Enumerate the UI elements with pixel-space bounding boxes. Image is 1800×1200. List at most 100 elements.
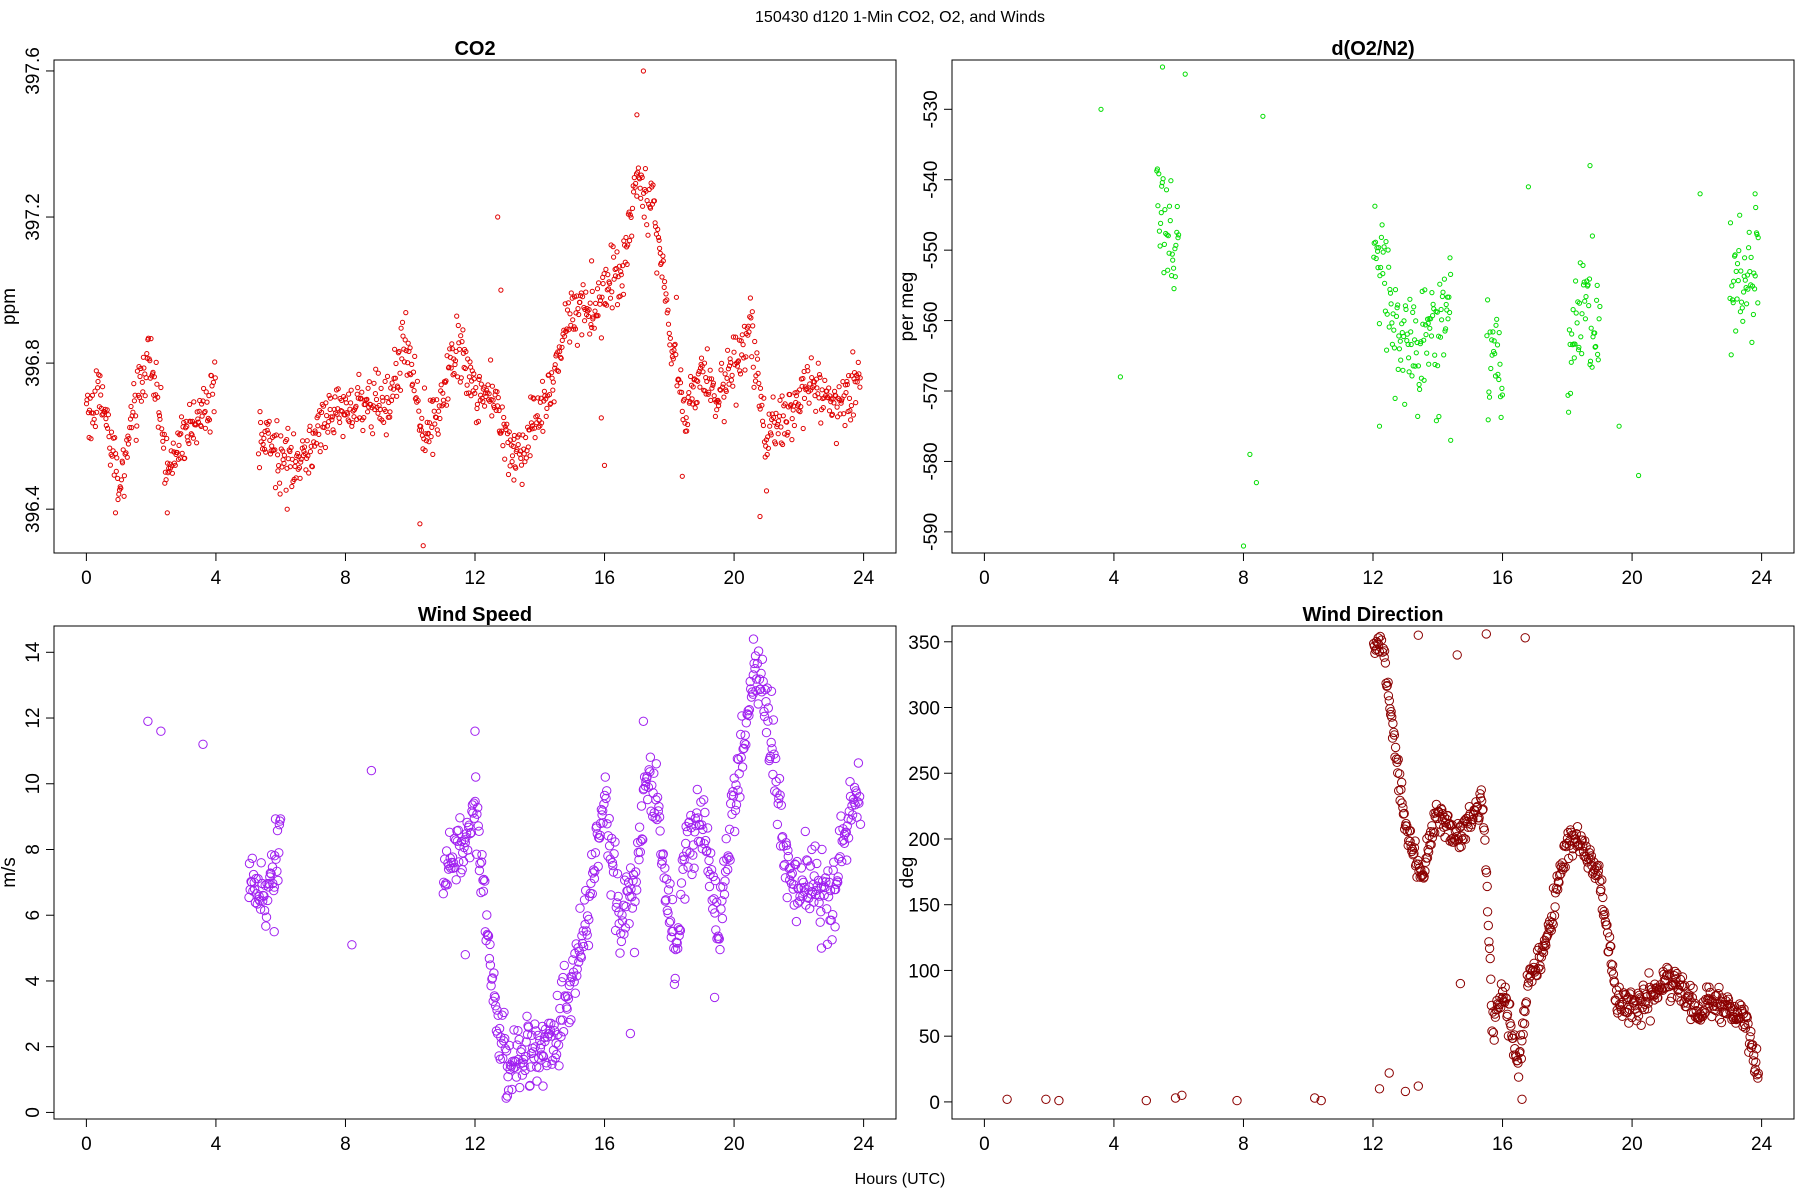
wind-speed-y-tick-label: 10	[23, 773, 44, 794]
o2n2-data-point	[1575, 347, 1582, 353]
wind-speed-x-tick-label: 24	[853, 1134, 875, 1155]
co2-data-point	[308, 443, 314, 449]
co2-data-point	[423, 438, 429, 444]
co2-data-point	[700, 369, 706, 375]
wind-speed-data-point	[271, 854, 281, 864]
co2-data-point	[106, 434, 112, 440]
co2-data-point	[322, 444, 328, 451]
co2-data-point	[261, 435, 267, 441]
co2-data-point	[550, 379, 556, 385]
co2-data-point	[852, 379, 858, 385]
wind-direction-y-axis-label: deg	[897, 857, 918, 889]
o2n2-data-point	[1497, 361, 1503, 367]
co2-data-point	[756, 403, 762, 409]
wind-speed-data-point	[657, 856, 667, 866]
o2n2-data-point	[1574, 320, 1580, 326]
wind-direction-data-point	[1397, 798, 1407, 808]
wind-speed-data-point	[766, 686, 777, 696]
o2n2-x-tick-label: 20	[1622, 568, 1643, 589]
co2-data-point	[718, 367, 724, 373]
co2-data-point	[684, 428, 690, 434]
wind-speed-data-point	[841, 827, 851, 837]
o2n2-data-point	[1496, 330, 1502, 336]
wind-speed-data-point	[568, 955, 578, 965]
wind-speed-data-point	[485, 939, 495, 950]
wind-speed-data-point	[455, 813, 465, 823]
co2-data-point	[397, 370, 403, 376]
o2n2-data-point	[1405, 341, 1411, 347]
wind-direction-data-point	[1567, 851, 1578, 861]
o2n2-data-point	[1162, 207, 1168, 213]
wind-speed-data-point	[670, 973, 680, 984]
co2-data-point	[364, 396, 370, 402]
wind-speed-y-tick-label: 0	[23, 1107, 44, 1118]
wind-speed-data-point	[776, 800, 786, 810]
co2-data-point	[373, 366, 379, 372]
co2-data-point	[728, 359, 734, 366]
wind-speed-data-point	[522, 1011, 532, 1021]
o2n2-data-point	[1380, 271, 1386, 277]
o2n2-data-point	[1407, 296, 1413, 302]
co2-data-point	[634, 193, 640, 199]
wind-direction-data-point	[1611, 985, 1622, 995]
wind-speed-data-point	[612, 869, 623, 879]
wind-speed-data-point	[624, 919, 634, 929]
co2-data-point	[474, 401, 480, 407]
o2n2-points	[1098, 64, 1761, 549]
o2n2-data-point	[1433, 418, 1440, 424]
wind-speed-data-point	[767, 744, 777, 754]
wind-speed-data-point	[706, 865, 717, 875]
co2-data-point	[163, 477, 169, 483]
o2n2-data-point	[1401, 333, 1407, 340]
wind-speed-data-point	[822, 904, 832, 914]
wind-speed-data-point	[740, 730, 750, 740]
wind-direction-y-tick-label: 300	[908, 699, 940, 720]
wind-direction-data-point	[1483, 920, 1494, 931]
co2-y-axis-label: ppm	[0, 288, 20, 325]
wind-speed-data-point	[538, 1052, 549, 1062]
wind-direction-outlier-point	[1310, 1093, 1320, 1103]
wind-direction-data-point	[1435, 827, 1446, 837]
co2-data-point	[405, 360, 411, 366]
wind-speed-data-point	[674, 924, 685, 935]
wind-speed-data-point	[671, 944, 681, 955]
co2-data-point	[555, 368, 562, 374]
co2-data-point	[396, 348, 402, 355]
co2-data-point	[698, 355, 705, 361]
co2-data-point	[127, 424, 133, 431]
o2n2-data-point	[1155, 203, 1161, 209]
co2-data-point	[733, 334, 739, 340]
co2-data-point	[159, 426, 165, 432]
co2-data-point	[156, 410, 162, 416]
co2-data-point	[423, 431, 429, 437]
o2n2-data-point	[1424, 350, 1430, 356]
wind-speed-outlier-point	[460, 950, 470, 960]
co2-data-point	[383, 432, 389, 438]
o2n2-y-tick-label: -580	[921, 442, 942, 480]
wind-speed-data-point	[760, 685, 770, 695]
co2-data-point	[346, 391, 352, 397]
co2-data-point	[501, 414, 507, 421]
co2-data-point	[265, 430, 271, 436]
o2n2-data-point	[1736, 248, 1742, 254]
co2-data-point	[598, 335, 605, 341]
o2n2-data-point	[1387, 290, 1394, 296]
o2n2-data-point	[1750, 311, 1757, 318]
co2-data-point	[307, 423, 313, 429]
wind-speed-data-point	[473, 821, 483, 831]
co2-data-point	[690, 384, 696, 390]
co2-data-point	[559, 337, 565, 343]
co2-data-point	[441, 401, 447, 407]
wind-direction-data-point	[1752, 1070, 1762, 1080]
wind-direction-data-point	[1420, 857, 1431, 867]
o2n2-data-point	[1749, 339, 1755, 345]
wind-speed-data-point	[608, 867, 619, 877]
wind-speed-data-point	[787, 868, 797, 879]
o2n2-data-point	[1436, 413, 1442, 420]
co2-data-point	[610, 244, 616, 250]
co2-data-point	[550, 387, 556, 393]
co2-data-point	[806, 400, 812, 406]
co2-x-tick-label: 8	[340, 568, 351, 589]
wind-direction-data-point	[1531, 970, 1541, 980]
